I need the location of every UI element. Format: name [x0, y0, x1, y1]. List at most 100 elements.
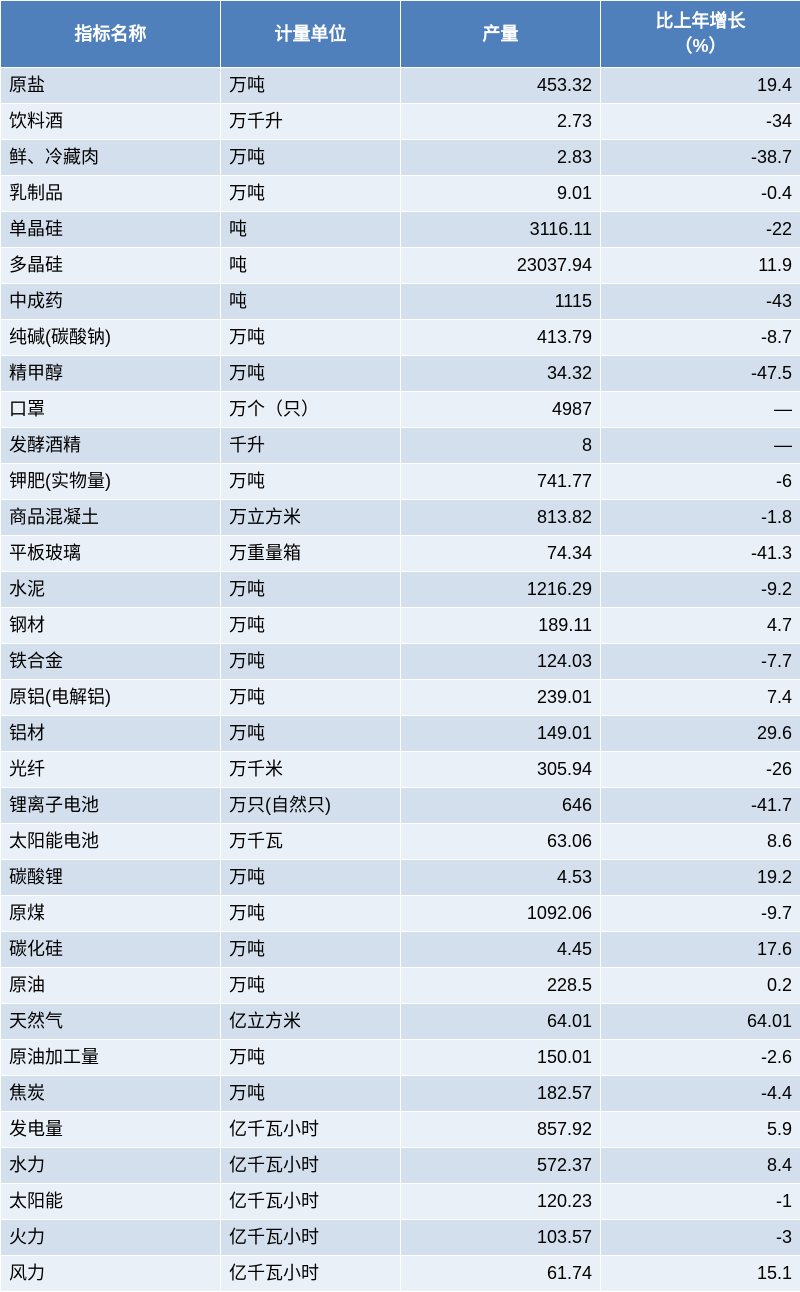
cell-unit: 万吨: [221, 464, 401, 500]
table-row: 多晶硅吨23037.9411.9: [1, 248, 800, 284]
cell-unit: 万吨: [221, 644, 401, 680]
cell-name: 原油加工量: [1, 1040, 221, 1076]
cell-growth: -8.7: [601, 320, 800, 356]
cell-name: 铁合金: [1, 644, 221, 680]
cell-growth: -1: [601, 1184, 800, 1220]
cell-unit: 亿立方米: [221, 1004, 401, 1040]
cell-growth: -47.5: [601, 356, 800, 392]
cell-name: 钾肥(实物量): [1, 464, 221, 500]
cell-growth: -9.2: [601, 572, 800, 608]
cell-output: 189.11: [401, 608, 601, 644]
cell-growth: -41.7: [601, 788, 800, 824]
cell-growth: 64.01: [601, 1004, 800, 1040]
cell-growth: -4.4: [601, 1076, 800, 1112]
table-row: 平板玻璃万重量箱74.34-41.3: [1, 536, 800, 572]
table-row: 发酵酒精千升8—: [1, 428, 800, 464]
cell-name: 碳化硅: [1, 932, 221, 968]
table-row: 鲜、冷藏肉万吨2.83-38.7: [1, 140, 800, 176]
cell-name: 钢材: [1, 608, 221, 644]
cell-output: 813.82: [401, 500, 601, 536]
cell-growth: -43: [601, 284, 800, 320]
table-row: 铁合金万吨124.03-7.7: [1, 644, 800, 680]
cell-unit: 万个（只）: [221, 392, 401, 428]
header-output: 产量: [401, 1, 601, 68]
cell-growth: 7.4: [601, 680, 800, 716]
cell-growth: -2.6: [601, 1040, 800, 1076]
cell-unit: 万吨: [221, 356, 401, 392]
header-name: 指标名称: [1, 1, 221, 68]
table-body: 原盐万吨453.3219.4饮料酒万千升2.73-34鲜、冷藏肉万吨2.83-3…: [1, 68, 800, 1292]
cell-name: 原煤: [1, 896, 221, 932]
table-header: 指标名称 计量单位 产量 比上年增长（%）: [1, 1, 800, 68]
cell-unit: 万吨: [221, 140, 401, 176]
cell-unit: 亿千瓦小时: [221, 1148, 401, 1184]
cell-unit: 亿千瓦小时: [221, 1220, 401, 1256]
cell-name: 铝材: [1, 716, 221, 752]
cell-output: 124.03: [401, 644, 601, 680]
header-unit: 计量单位: [221, 1, 401, 68]
cell-name: 乳制品: [1, 176, 221, 212]
cell-unit: 万吨: [221, 68, 401, 104]
cell-name: 单晶硅: [1, 212, 221, 248]
cell-growth: -26: [601, 752, 800, 788]
cell-output: 64.01: [401, 1004, 601, 1040]
cell-growth: 19.2: [601, 860, 800, 896]
cell-name: 火力: [1, 1220, 221, 1256]
cell-unit: 万吨: [221, 1076, 401, 1112]
cell-output: 4.53: [401, 860, 601, 896]
cell-growth: -38.7: [601, 140, 800, 176]
table-row: 商品混凝土万立方米813.82-1.8: [1, 500, 800, 536]
cell-growth: 15.1: [601, 1256, 800, 1292]
cell-growth: -0.4: [601, 176, 800, 212]
cell-name: 发酵酒精: [1, 428, 221, 464]
cell-output: 857.92: [401, 1112, 601, 1148]
cell-name: 焦炭: [1, 1076, 221, 1112]
production-table: 指标名称 计量单位 产量 比上年增长（%） 原盐万吨453.3219.4饮料酒万…: [0, 0, 800, 1292]
cell-output: 741.77: [401, 464, 601, 500]
table-row: 发电量亿千瓦小时857.925.9: [1, 1112, 800, 1148]
cell-unit: 万吨: [221, 320, 401, 356]
table-row: 钾肥(实物量)万吨741.77-6: [1, 464, 800, 500]
table-row: 火力亿千瓦小时103.57-3: [1, 1220, 800, 1256]
cell-unit: 万吨: [221, 896, 401, 932]
cell-output: 34.32: [401, 356, 601, 392]
cell-unit: 亿千瓦小时: [221, 1256, 401, 1292]
cell-output: 23037.94: [401, 248, 601, 284]
cell-name: 水泥: [1, 572, 221, 608]
cell-growth: 19.4: [601, 68, 800, 104]
cell-name: 原盐: [1, 68, 221, 104]
table-row: 精甲醇万吨34.32-47.5: [1, 356, 800, 392]
cell-output: 646: [401, 788, 601, 824]
cell-name: 锂离子电池: [1, 788, 221, 824]
cell-output: 120.23: [401, 1184, 601, 1220]
cell-output: 2.73: [401, 104, 601, 140]
cell-output: 61.74: [401, 1256, 601, 1292]
cell-name: 中成药: [1, 284, 221, 320]
cell-unit: 万吨: [221, 968, 401, 1004]
cell-name: 精甲醇: [1, 356, 221, 392]
cell-name: 原油: [1, 968, 221, 1004]
cell-name: 碳酸锂: [1, 860, 221, 896]
cell-name: 太阳能: [1, 1184, 221, 1220]
cell-unit: 万千米: [221, 752, 401, 788]
cell-output: 453.32: [401, 68, 601, 104]
table-row: 纯碱(碳酸钠)万吨413.79-8.7: [1, 320, 800, 356]
cell-growth: —: [601, 392, 800, 428]
cell-growth: -9.7: [601, 896, 800, 932]
cell-name: 原铝(电解铝): [1, 680, 221, 716]
table-row: 单晶硅吨3116.11-22: [1, 212, 800, 248]
table-row: 原铝(电解铝)万吨239.017.4: [1, 680, 800, 716]
table-row: 碳化硅万吨4.4517.6: [1, 932, 800, 968]
table-row: 风力亿千瓦小时61.7415.1: [1, 1256, 800, 1292]
table-row: 太阳能电池万千瓦63.068.6: [1, 824, 800, 860]
table-row: 原煤万吨1092.06-9.7: [1, 896, 800, 932]
cell-unit: 吨: [221, 212, 401, 248]
cell-output: 74.34: [401, 536, 601, 572]
table-row: 锂离子电池万只(自然只)646-41.7: [1, 788, 800, 824]
cell-name: 风力: [1, 1256, 221, 1292]
cell-output: 103.57: [401, 1220, 601, 1256]
cell-unit: 万吨: [221, 1040, 401, 1076]
cell-unit: 万吨: [221, 932, 401, 968]
table-row: 原油万吨228.50.2: [1, 968, 800, 1004]
table-row: 水泥万吨1216.29-9.2: [1, 572, 800, 608]
